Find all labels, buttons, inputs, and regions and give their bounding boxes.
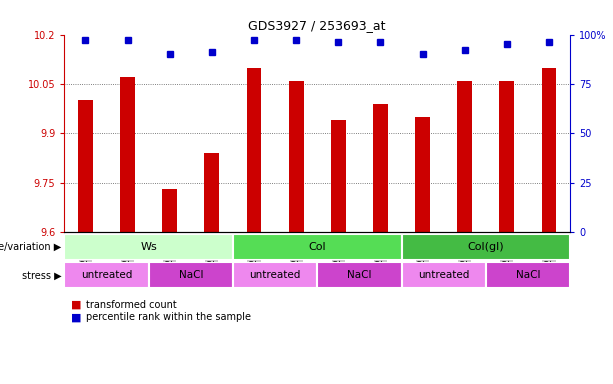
Text: stress ▶: stress ▶ [21,270,61,280]
Bar [246,68,261,232]
Bar [289,81,303,232]
Text: ■: ■ [70,312,81,322]
Text: NaCl: NaCl [178,270,203,280]
Bar [148,262,233,288]
Text: Col(gl): Col(gl) [468,242,504,252]
Bar [542,68,557,232]
Bar [318,262,402,288]
Bar [500,81,514,232]
Text: genotype/variation ▶: genotype/variation ▶ [0,242,61,252]
Text: Ws: Ws [140,242,157,252]
Bar [485,262,570,288]
Text: Col: Col [308,242,326,252]
Bar [402,234,570,260]
Bar [402,262,485,288]
Text: NaCl: NaCl [516,270,540,280]
Bar [64,234,233,260]
Text: transformed count: transformed count [86,300,177,310]
Text: untreated: untreated [81,270,132,280]
Bar [205,153,219,232]
Bar [457,81,472,232]
Text: NaCl: NaCl [347,270,371,280]
Bar [373,104,388,232]
Bar [331,120,346,232]
Bar [415,117,430,232]
Text: untreated: untreated [418,270,470,280]
Bar [64,262,148,288]
Title: GDS3927 / 253693_at: GDS3927 / 253693_at [248,19,386,32]
Text: untreated: untreated [249,270,301,280]
Bar [233,234,402,260]
Text: percentile rank within the sample: percentile rank within the sample [86,312,251,322]
Bar [78,101,93,232]
Bar [233,262,317,288]
Bar [162,189,177,232]
Bar [120,78,135,232]
Text: ■: ■ [70,300,81,310]
